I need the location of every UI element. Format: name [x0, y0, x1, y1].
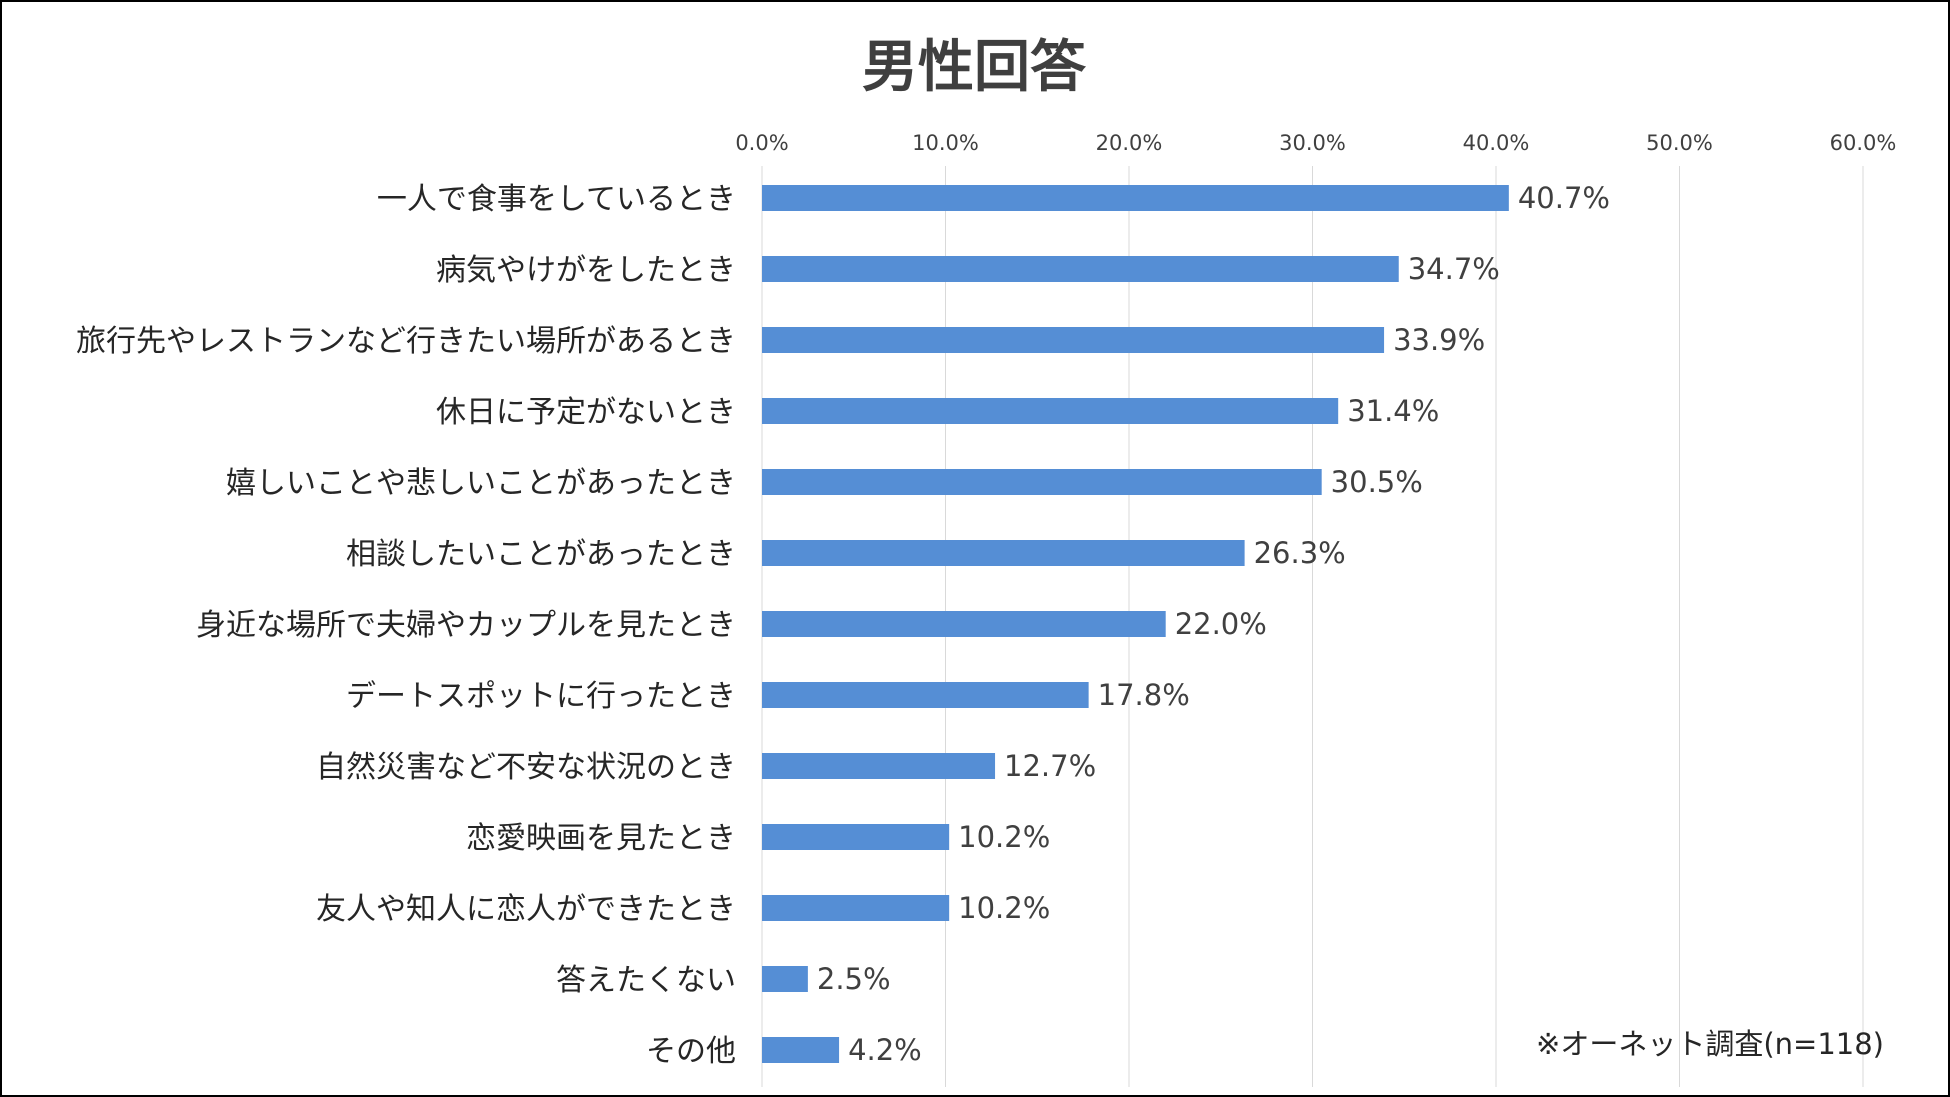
category-label: 嬉しいことや悲しいことがあったとき	[226, 466, 736, 501]
x-tick-label: 40.0%	[1463, 131, 1530, 155]
bar	[762, 1037, 840, 1063]
category-labels: 一人で食事をしているとき病気やけがをしたとき旅行先やレストランなど行きたい場所が…	[76, 182, 736, 1069]
x-tick-label: 10.0%	[912, 131, 979, 155]
bar	[762, 540, 1245, 566]
data-label: 30.5%	[1331, 465, 1423, 499]
bars	[762, 185, 1509, 1063]
bar	[762, 327, 1385, 353]
bar	[762, 469, 1322, 495]
data-labels: 40.7% 34.7% 33.9% 31.4% 30.5% 26.3% 22.0% 17.8%…	[817, 181, 1610, 1067]
category-label: 恋愛映画を見たとき	[466, 821, 736, 856]
bar	[762, 966, 808, 992]
data-label: 22.0%	[1175, 607, 1267, 641]
category-label: その他	[646, 1034, 736, 1069]
category-label: 旅行先やレストランなど行きたい場所があるとき	[76, 324, 736, 359]
category-label: 病気やけがをしたとき	[436, 253, 736, 288]
survey-note: ※オーネット調査(n=118)	[1536, 1027, 1884, 1061]
data-label: 10.2%	[958, 820, 1050, 854]
data-label: 17.8%	[1098, 678, 1190, 712]
category-label: 相談したいことがあったとき	[346, 537, 736, 572]
category-label: 自然災害など不安な状況のとき	[316, 750, 736, 785]
category-label: 身近な場所で夫婦やカップルを見たとき	[196, 608, 736, 643]
data-label: 12.7%	[1004, 749, 1096, 783]
category-label: 友人や知人に恋人ができたとき	[316, 892, 736, 927]
bar	[762, 256, 1399, 282]
category-label: 答えたくない	[556, 963, 736, 998]
category-label: 一人で食事をしているとき	[377, 182, 736, 217]
chart-title: 男性回答	[862, 35, 1087, 100]
x-tick-label: 20.0%	[1096, 131, 1163, 155]
x-tick-label: 60.0%	[1830, 131, 1897, 155]
data-label: 10.2%	[958, 891, 1050, 925]
bar	[762, 753, 996, 779]
bar	[762, 895, 950, 921]
data-label: 2.5%	[817, 962, 891, 996]
data-label: 4.2%	[848, 1033, 922, 1067]
x-tick-label: 0.0%	[735, 131, 788, 155]
bar	[762, 682, 1089, 708]
category-label: デートスポットに行ったとき	[346, 679, 736, 714]
data-label: 34.7%	[1408, 252, 1500, 286]
data-label: 33.9%	[1393, 323, 1485, 357]
bar	[762, 611, 1166, 637]
data-label: 31.4%	[1347, 394, 1439, 428]
data-label: 26.3%	[1254, 536, 1346, 570]
bar	[762, 824, 950, 850]
x-axis-ticks: 0.0% 10.0% 20.0% 30.0% 40.0% 50.0% 60.0%	[735, 131, 1896, 155]
bar	[762, 398, 1339, 424]
data-label: 40.7%	[1518, 181, 1610, 215]
category-label: 休日に予定がないとき	[436, 395, 736, 430]
x-tick-label: 50.0%	[1646, 131, 1713, 155]
x-tick-label: 30.0%	[1279, 131, 1346, 155]
bar	[762, 185, 1509, 211]
